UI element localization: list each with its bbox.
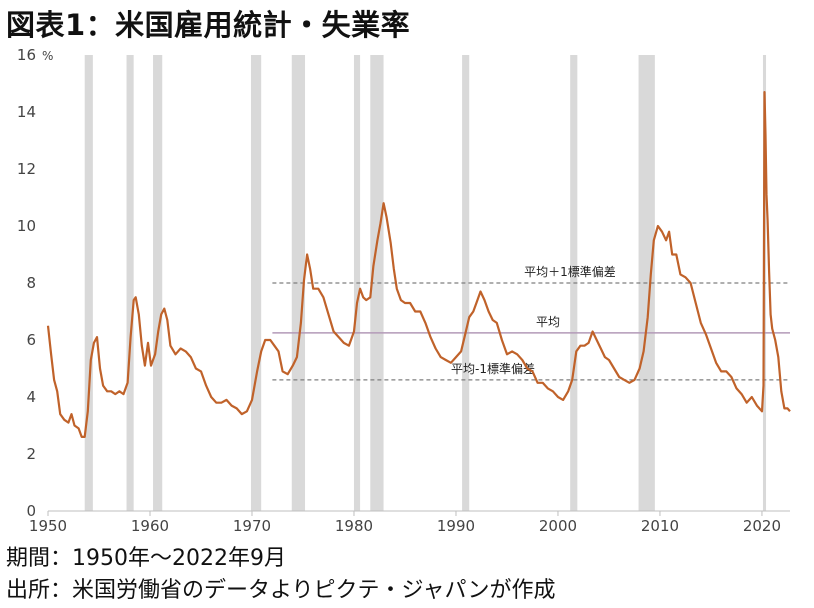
recession-band-7 [462, 55, 470, 511]
y-tick-label-0: 0 [26, 502, 36, 520]
period-note: 期間：1950年～2022年9月 [6, 546, 286, 571]
recession-bands [84, 55, 767, 511]
recession-band-1 [126, 55, 134, 511]
recession-band-3 [250, 55, 262, 511]
page-title: 図表1：米国雇用統計・失業率 [6, 8, 411, 42]
y-tick-label-14: 14 [17, 103, 36, 121]
x-tick-label-2020: 2020 [743, 517, 781, 535]
series-layer [46, 91, 791, 438]
x-tick-label-1970: 1970 [233, 517, 271, 535]
recession-band-2 [153, 55, 163, 511]
y-tick-label-16: 16 [17, 46, 36, 64]
reference-label-1: 平均 [536, 315, 560, 329]
source-note: 出所：米国労働省のデータよりピクテ・ジャパンが作成 [6, 578, 556, 603]
y-tick-label-2: 2 [26, 445, 36, 463]
x-tick-label-1990: 1990 [437, 517, 475, 535]
x-tick-label-2010: 2010 [641, 517, 679, 535]
reference-label-2: 平均-1標準偏差 [451, 361, 535, 376]
y-tick-label-8: 8 [26, 274, 36, 292]
recession-band-0 [84, 55, 93, 511]
recession-band-4 [291, 55, 306, 511]
y-tick-label-10: 10 [17, 217, 36, 235]
x-tick-label-1950: 1950 [29, 517, 67, 535]
reference-label-0: 平均＋1標準偏差 [524, 264, 616, 279]
recession-band-6 [370, 55, 384, 511]
axes: 0 2 4 6 8 10 12 14 16 % 1950 1960 1970 1980 1990 2000 20… [17, 46, 790, 535]
y-tick-label-6: 6 [26, 331, 36, 349]
y-unit-label: % [42, 49, 53, 63]
x-tick-label-1960: 1960 [131, 517, 169, 535]
y-tick-label-4: 4 [26, 388, 36, 406]
series-line-0 [46, 91, 791, 438]
y-tick-label-12: 12 [17, 160, 36, 178]
x-tick-label-2000: 2000 [539, 517, 577, 535]
x-tick-label-1980: 1980 [335, 517, 373, 535]
